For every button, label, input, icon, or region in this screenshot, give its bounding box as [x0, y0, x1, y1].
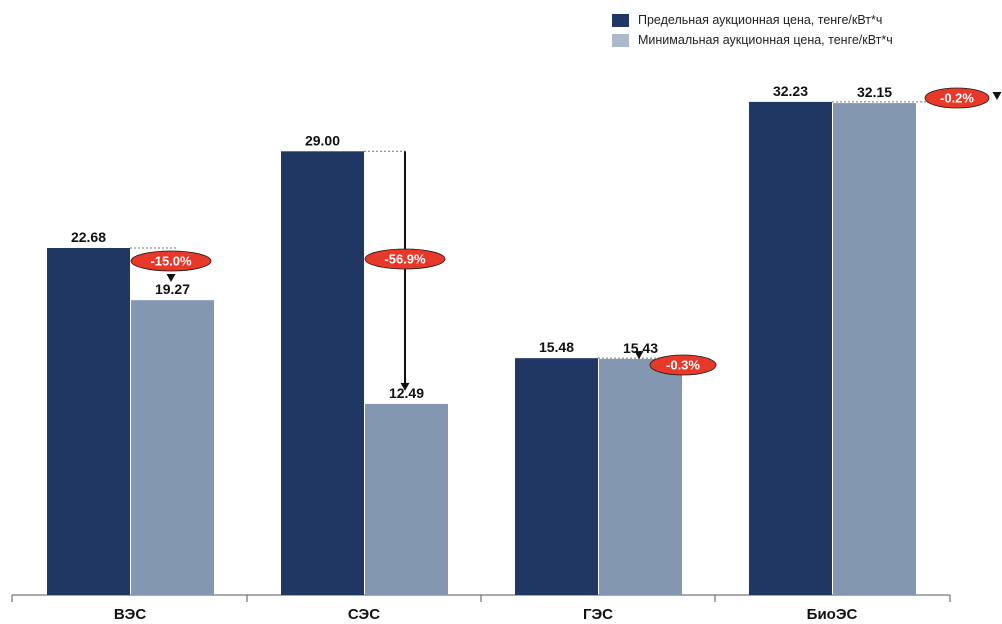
change-label-1: -56.9%: [384, 252, 426, 267]
change-badge-3: [924, 87, 990, 109]
legend-swatch-min-price: [612, 33, 629, 47]
change-arrow-head-0: [166, 273, 176, 282]
change-label-0: -15.0%: [150, 253, 192, 268]
category-label-3: БиоЭС: [807, 606, 858, 623]
bar-min-price-1: [365, 403, 448, 595]
change-label-3: -0.2%: [940, 91, 974, 106]
value-label-min-price-0: 19.27: [155, 281, 190, 297]
value-label-max-price-1: 29.00: [305, 132, 340, 148]
category-label-2: ГЭС: [583, 606, 613, 623]
category-label-1: СЭС: [348, 606, 380, 623]
value-label-min-price-3: 32.15: [857, 84, 892, 100]
change-arrow-head-1: [400, 382, 410, 391]
change-arrow-head-3: [992, 92, 1002, 100]
value-label-min-price-2: 15.43: [623, 340, 658, 356]
category-label-0: ВЭС: [114, 606, 147, 623]
legend: Предельная аукционная цена, тенге/кВт*ч …: [612, 10, 893, 50]
bar-max-price-3: [749, 101, 832, 596]
legend-item-min-price: Минимальная аукционная цена, тенге/кВт*ч: [612, 30, 893, 50]
legend-label-min-price: Минимальная аукционная цена, тенге/кВт*ч: [638, 33, 893, 47]
value-label-max-price-0: 22.68: [71, 229, 106, 245]
legend-item-max-price: Предельная аукционная цена, тенге/кВт*ч: [612, 10, 893, 30]
legend-swatch-max-price: [612, 13, 629, 27]
change-badge-2: [649, 354, 717, 376]
value-label-min-price-1: 12.49: [389, 385, 424, 401]
legend-label-max-price: Предельная аукционная цена, тенге/кВт*ч: [638, 13, 883, 27]
bar-min-price-2: [599, 358, 682, 595]
bar-min-price-0: [131, 300, 214, 595]
bar-max-price-1: [281, 151, 364, 596]
bar-max-price-0: [47, 247, 130, 595]
bar-min-price-3: [833, 103, 916, 595]
change-arrow-head-2: [634, 351, 644, 360]
value-label-max-price-2: 15.48: [539, 339, 574, 355]
change-badge-0: [130, 250, 212, 272]
change-label-2: -0.3%: [666, 358, 700, 373]
bar-max-price-2: [515, 358, 598, 595]
value-label-max-price-3: 32.23: [773, 83, 808, 99]
change-badge-1: [364, 248, 446, 270]
